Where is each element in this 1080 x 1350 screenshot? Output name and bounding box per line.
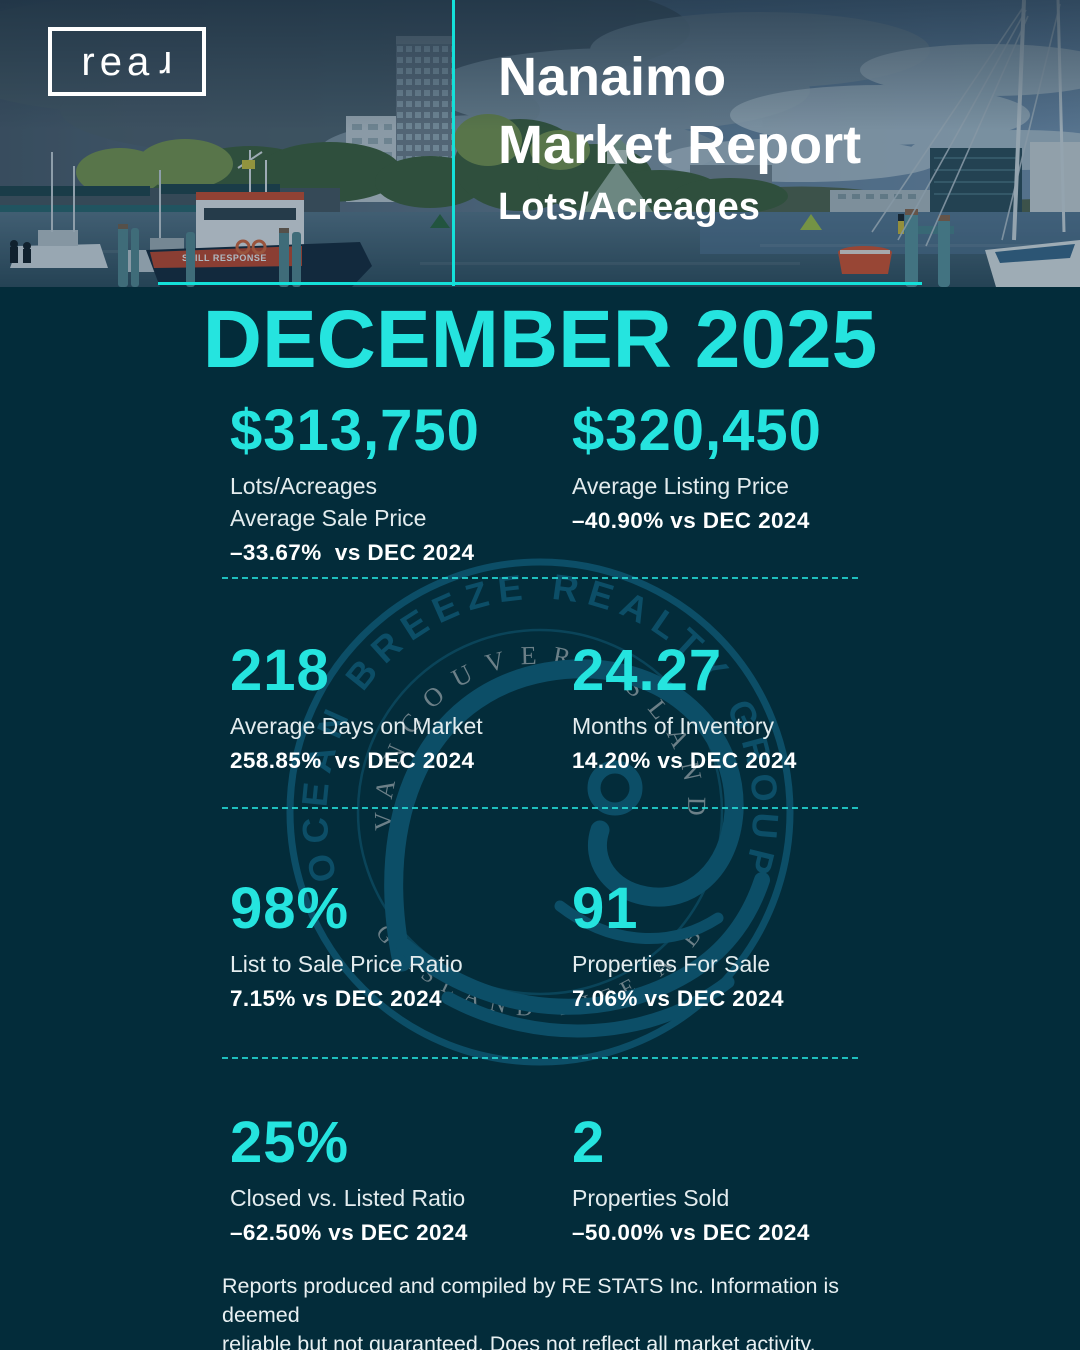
stat-label: Months of Inventory	[572, 713, 774, 739]
stat-value: $320,450	[572, 398, 822, 463]
real-logo: rear	[48, 27, 206, 96]
stat-average-listing-price: $320,450 Average Listing Price –40.90% v…	[572, 400, 912, 536]
disclaimer-line2: reliable but not guaranteed. Does not re…	[222, 1332, 816, 1350]
report-title-line2: Market Report	[498, 115, 862, 175]
report-title-line1: Nanaimo	[498, 47, 727, 107]
stat-change: –40.90% vs DEC 2024	[572, 508, 810, 533]
stat-value: 25%	[230, 1110, 350, 1175]
stat-value: 2	[572, 1110, 606, 1175]
stat-label: List to Sale Price Ratio	[230, 951, 463, 977]
disclaimer: Reports produced and compiled by RE STAT…	[222, 1272, 922, 1350]
harbour-photo: SPILL RESPONSE	[0, 0, 1080, 287]
stat-label: Average Days on Market	[230, 713, 483, 739]
section-divider	[222, 577, 858, 579]
stat-change: –50.00% vs DEC 2024	[572, 1220, 810, 1245]
stat-change: 258.85% vs DEC 2024	[230, 748, 475, 773]
stat-properties-sold: 2 Properties Sold –50.00% vs DEC 2024	[572, 1112, 912, 1248]
harbour-photo-art: SPILL RESPONSE	[0, 0, 1080, 287]
stat-change: 14.20% vs DEC 2024	[572, 748, 797, 773]
stat-label: Average Listing Price	[572, 473, 789, 499]
vertical-accent-line	[452, 0, 455, 286]
stat-value: $313,750	[230, 398, 480, 463]
disclaimer-line1: Reports produced and compiled by RE STAT…	[222, 1274, 840, 1327]
stat-list-to-sale-ratio: 98% List to Sale Price Ratio 7.15% vs DE…	[230, 878, 570, 1014]
stat-value: 91	[572, 876, 639, 941]
boat-hull-text: SPILL RESPONSE	[182, 253, 267, 263]
stat-label: Properties For Sale	[572, 951, 771, 977]
stat-change: 7.15% vs DEC 2024	[230, 986, 442, 1011]
stat-closed-vs-listed-ratio: 25% Closed vs. Listed Ratio –62.50% vs D…	[230, 1112, 570, 1248]
stat-change: –33.67% vs DEC 2024	[230, 540, 475, 565]
stat-properties-for-sale: 91 Properties For Sale 7.06% vs DEC 2024	[572, 878, 912, 1014]
ocean-breeze-watermark: OCEAN BREEZE REALTY GROUP VANCOUVER ISLA…	[190, 520, 794, 1066]
stat-value: 98%	[230, 876, 350, 941]
stat-change: 7.06% vs DEC 2024	[572, 986, 784, 1011]
stat-value: 218	[230, 638, 330, 703]
stat-change: –62.50% vs DEC 2024	[230, 1220, 468, 1245]
report-subtitle: Lots/Acreages	[498, 186, 760, 228]
stat-average-sale-price: $313,750 Lots/Acreages Average Sale Pric…	[230, 400, 570, 568]
real-logo-flipped-letter: r	[154, 42, 173, 87]
month-headline: DECEMBER 2025	[202, 294, 878, 385]
section-divider	[222, 807, 858, 809]
wave-icon	[384, 659, 770, 1038]
stat-label: Properties Sold	[572, 1185, 730, 1211]
stat-average-days-on-market: 218 Average Days on Market 258.85% vs DE…	[230, 640, 570, 776]
stat-label: Lots/Acreages Average Sale Price	[230, 473, 427, 531]
section-divider	[222, 1057, 858, 1059]
real-logo-text: rear	[81, 39, 173, 87]
stat-value: 24.27	[572, 638, 723, 703]
stat-label: Closed vs. Listed Ratio	[230, 1185, 466, 1211]
horizontal-accent-line	[158, 282, 922, 285]
stat-months-of-inventory: 24.27 Months of Inventory 14.20% vs DEC …	[572, 640, 912, 776]
